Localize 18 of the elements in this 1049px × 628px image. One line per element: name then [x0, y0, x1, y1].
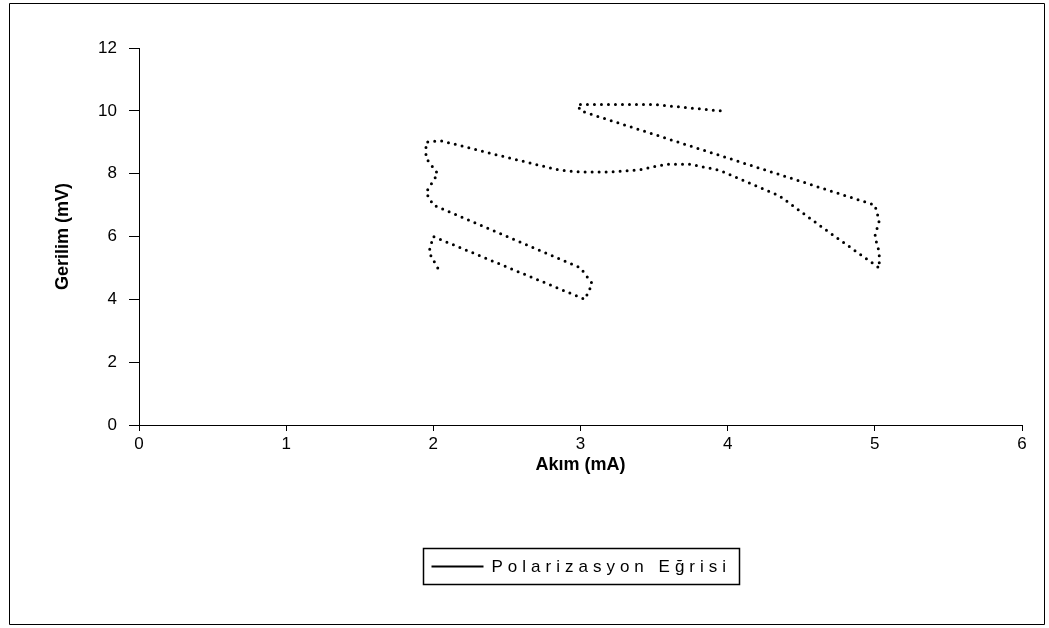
- line-series: [424, 103, 881, 301]
- y-tick-label: 4: [107, 289, 117, 309]
- y-tick-label: 10: [98, 100, 117, 120]
- x-tick-label: 0: [134, 433, 144, 453]
- x-tick-label: 5: [870, 433, 880, 453]
- legend-label: Polarizasyon Eğrisi: [491, 557, 732, 577]
- x-tick-label: 3: [575, 433, 586, 453]
- y-tick-label: 2: [107, 351, 117, 371]
- x-axis-title: Akım (mA): [535, 454, 626, 475]
- y-tick-label: 6: [107, 226, 117, 246]
- y-tick-label: 0: [107, 414, 117, 434]
- y-tick-label: 8: [107, 163, 117, 183]
- x-tick-label: 2: [428, 433, 439, 453]
- y-axis-title: Gerilim (mV): [51, 182, 72, 291]
- x-tick-label: 4: [722, 433, 733, 453]
- x-tick-label: 6: [1017, 433, 1027, 453]
- y-tick-label: 12: [98, 37, 117, 57]
- x-tick-label: 1: [281, 433, 291, 453]
